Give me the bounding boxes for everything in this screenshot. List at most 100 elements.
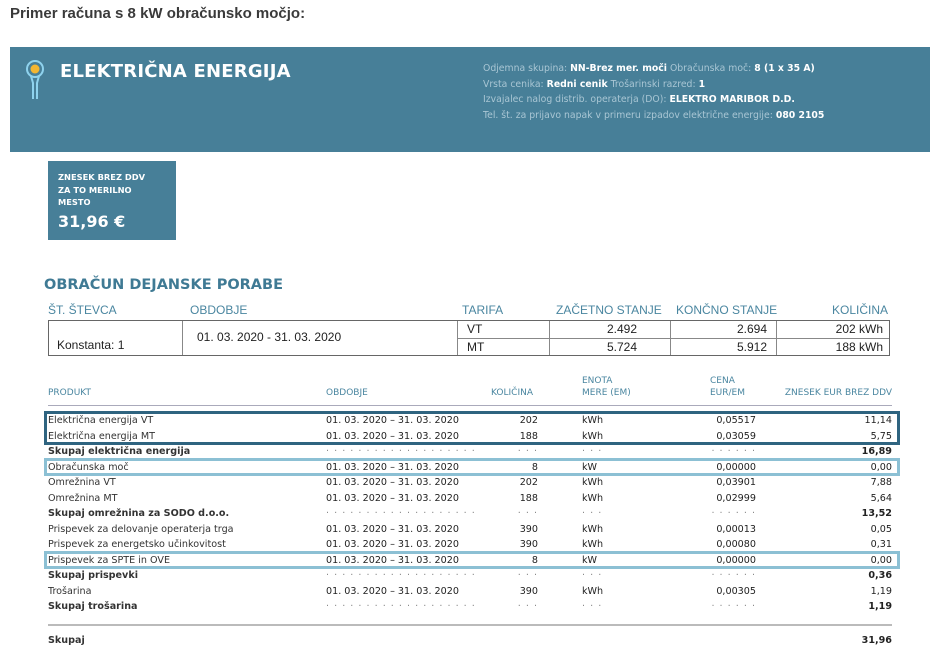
amount: 1,19 <box>868 601 892 612</box>
period: · · · · · · · · · · · · · · · · · · · <box>326 446 476 457</box>
col-unit: ENOTA MERE (EM) <box>582 376 631 398</box>
summary-box: ZNESEK BREZ DDV ZA TO MERILNO MESTO 31,9… <box>48 161 176 240</box>
page-title: Primer računa s 8 kW obračunsko močjo: <box>10 5 306 22</box>
price: 0,05517 <box>716 415 756 426</box>
period: · · · · · · · · · · · · · · · · · · · <box>326 601 476 612</box>
header-tariff: TARIFA <box>462 303 504 317</box>
amount: 11,14 <box>864 415 892 426</box>
total-value: 31,96 <box>861 635 892 646</box>
product-name: Prispevek za SPTE in OVE <box>48 554 171 566</box>
table-row: Omrežnina VT 01. 03. 2020 – 31. 03. 2020 2… <box>48 475 892 490</box>
header-end: KONČNO STANJE <box>676 303 778 317</box>
product-name: Skupaj trošarina <box>48 601 138 612</box>
price: 0,03901 <box>716 477 756 488</box>
product-name: Električna energija VT <box>48 415 154 426</box>
amount: 1,19 <box>870 585 892 597</box>
period: 01. 03. 2020 – 31. 03. 2020 <box>326 477 459 488</box>
table-row: Skupaj električna energija · · · · · · · … <box>48 444 892 459</box>
table-row: Obračunska moč 01. 03. 2020 – 31. 03. 202… <box>48 460 892 475</box>
amount: 0,36 <box>868 570 892 581</box>
total-label: Skupaj <box>48 635 85 646</box>
quantity: · · · <box>517 601 538 612</box>
meter-cell: Konstanta: 1 <box>49 321 183 355</box>
amount: 7,88 <box>870 477 892 488</box>
col-price: CENA EUR/EM <box>710 376 746 398</box>
table-row: Skupaj omrežnina za SODO d.o.o. · · · · ·… <box>48 506 892 521</box>
start-vt: 2.492 <box>606 322 637 336</box>
price: 0,00000 <box>716 554 756 566</box>
info-line: Izvajalec nalog distrib. operaterja (DO)… <box>483 94 795 105</box>
meter-constant: Konstanta: 1 <box>57 338 125 352</box>
dark-highlight-frame <box>44 411 900 445</box>
header-start: ZAČETNO STANJE <box>556 303 662 317</box>
quantity: 390 <box>519 539 538 550</box>
amount: 5,75 <box>870 430 892 442</box>
price: · · · · · · <box>711 601 756 612</box>
table-row: Električna energija MT 01. 03. 2020 – 31.… <box>48 429 892 444</box>
product-name: Skupaj omrežnina za SODO d.o.o. <box>48 508 230 519</box>
period: 01. 03. 2020 – 31. 03. 2020 <box>326 430 459 442</box>
amount: 0,00 <box>870 554 892 566</box>
unit: kWh <box>582 539 604 550</box>
header-divider <box>48 405 892 406</box>
unit: · · · <box>582 446 603 457</box>
light-highlight-frame <box>44 550 900 569</box>
product-name: Obračunska moč <box>48 461 129 473</box>
col-amount: ZNESEK EUR BREZ DDV <box>784 388 892 398</box>
period: 01. 03. 2020 – 31. 03. 2020 <box>326 461 459 473</box>
product-name: Prispevek za delovanje operaterja trga <box>48 523 234 535</box>
price: · · · · · · <box>711 570 756 581</box>
section-title: OBRAČUN DEJANSKE PORABE <box>44 277 283 293</box>
col-quantity: KOLIČINA <box>491 388 533 398</box>
unit: kWh <box>582 492 604 504</box>
amount: 16,89 <box>861 446 892 457</box>
period-cell: 01. 03. 2020 - 31. 03. 2020 <box>183 321 458 355</box>
product-name: Omrežnina MT <box>48 492 118 504</box>
price: 0,02999 <box>716 492 756 504</box>
col-product: PRODUKT <box>48 388 91 398</box>
qty-mt: 188 kWh <box>835 340 883 354</box>
price: 0,00080 <box>716 539 756 550</box>
amount: 0,00 <box>870 461 892 473</box>
product-name: Skupaj električna energija <box>48 446 191 457</box>
table-row: Prispevek za energetsko učinkovitost 01. … <box>48 537 892 552</box>
end-vt: 2.694 <box>736 322 767 336</box>
header-meter: ŠT. ŠTEVCA <box>48 303 117 317</box>
unit: kWh <box>582 523 604 535</box>
table-row: Trošarina 01. 03. 2020 – 31. 03. 2020 390 k… <box>48 584 892 599</box>
price: · · · · · · <box>711 508 756 519</box>
period: 01. 03. 2020 – 31. 03. 2020 <box>326 585 459 597</box>
unit: kW <box>582 461 598 473</box>
table-row: Prispevek za SPTE in OVE 01. 03. 2020 – 3… <box>48 553 892 568</box>
info-line: Odjemna skupina: NN-Brez mer. moči Obrač… <box>483 63 815 74</box>
period: 01. 03. 2020 – 31. 03. 2020 <box>326 523 459 535</box>
table-row: Skupaj trošarina · · · · · · · · · · · · … <box>48 599 892 614</box>
header-period: OBDOBJE <box>190 303 248 317</box>
total-row: Skupaj 31,96 <box>48 633 892 648</box>
summary-value: 31,96 € <box>58 212 126 231</box>
quantity: · · · <box>517 508 538 519</box>
lightbulb-euro-icon <box>26 60 44 99</box>
product-name: Omrežnina VT <box>48 477 116 488</box>
quantity: 8 <box>531 461 538 473</box>
banner-title: ELEKTRIČNA ENERGIJA <box>60 61 291 82</box>
end-mt: 5.912 <box>736 340 767 354</box>
light-highlight-frame <box>44 457 900 476</box>
period: 01. 03. 2020 – 31. 03. 2020 <box>326 492 459 504</box>
total-divider <box>48 624 892 626</box>
price: · · · · · · <box>711 446 756 457</box>
unit: · · · <box>582 508 603 519</box>
info-line: Vrsta cenika: Redni cenik Trošarinski ra… <box>483 78 706 90</box>
header-banner: ELEKTRIČNA ENERGIJA Odjemna skupina: NN-… <box>10 47 930 152</box>
table-row: Omrežnina MT 01. 03. 2020 – 31. 03. 2020 1… <box>48 491 892 506</box>
meter-period: 01. 03. 2020 - 31. 03. 2020 <box>197 330 342 344</box>
price: 0,00000 <box>716 461 756 473</box>
product-name: Električna energija MT <box>48 430 155 442</box>
quantity: · · · <box>517 570 538 581</box>
table-row: Električna energija VT 01. 03. 2020 – 31.… <box>48 413 892 428</box>
product-name: Prispevek za energetsko učinkovitost <box>48 539 226 550</box>
product-name: Skupaj prispevki <box>48 570 138 581</box>
tariff-mt: MT <box>467 340 485 354</box>
amount: 5,64 <box>870 492 892 504</box>
